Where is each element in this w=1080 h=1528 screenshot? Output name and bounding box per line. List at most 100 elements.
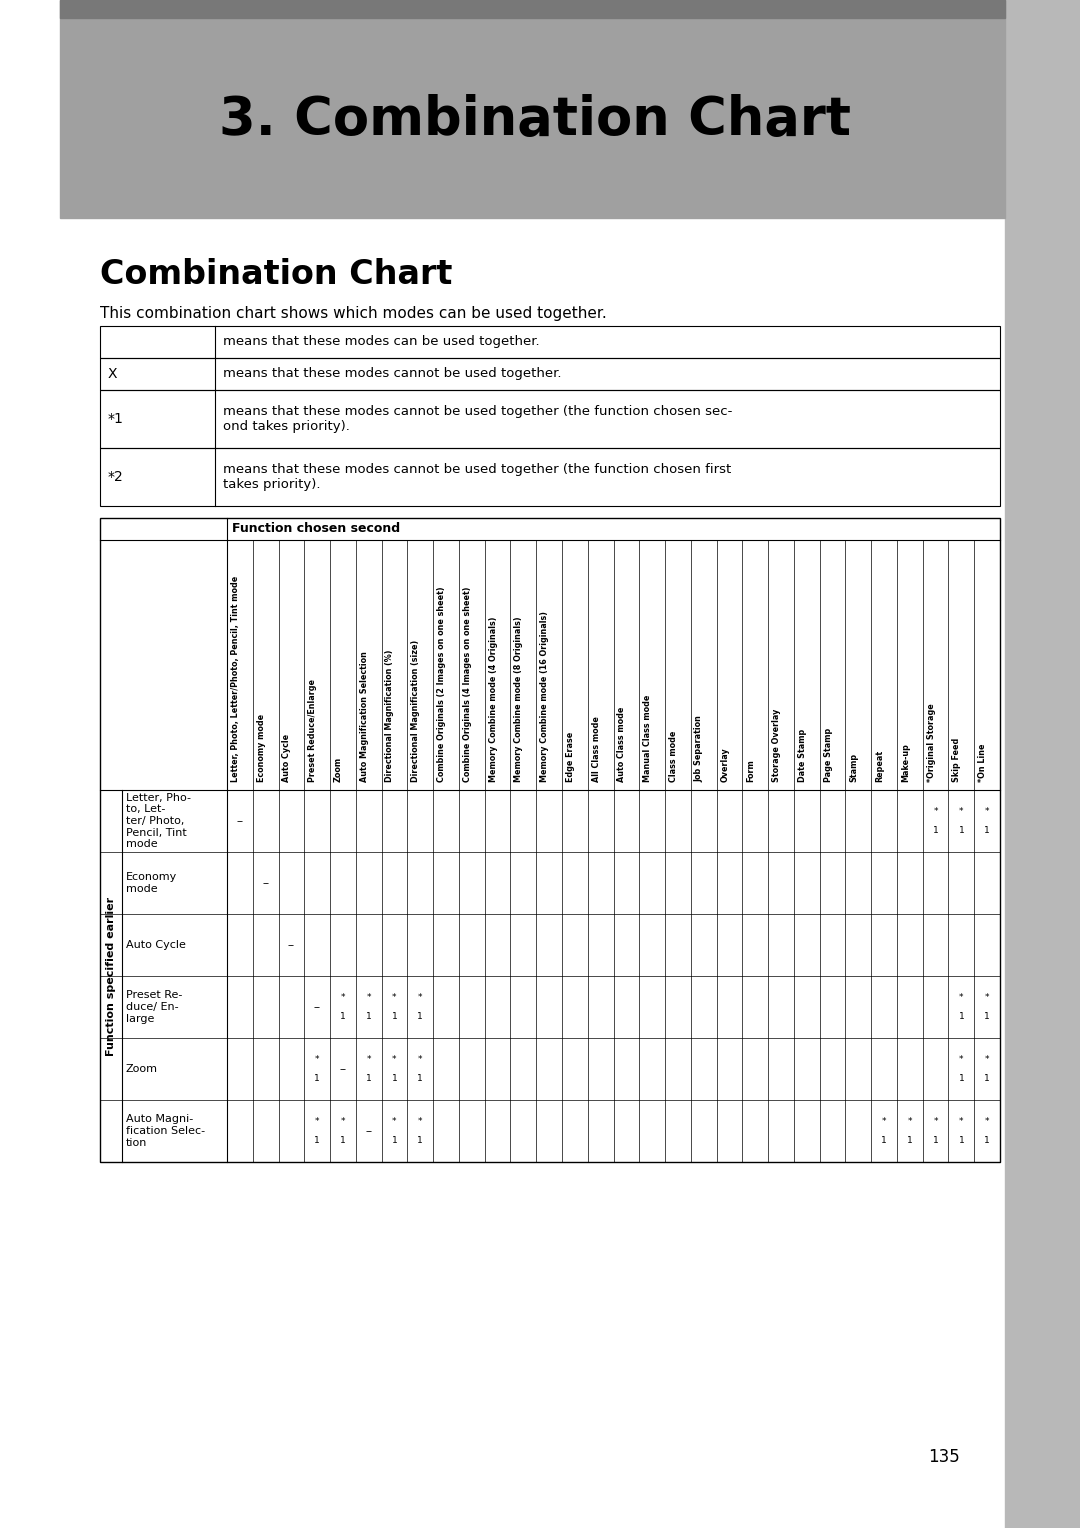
- Text: Preset Re-
duce/ En-
large: Preset Re- duce/ En- large: [126, 990, 183, 1024]
- Text: Letter, Photo, Letter/Photo, Pencil, Tint mode: Letter, Photo, Letter/Photo, Pencil, Tin…: [231, 576, 240, 782]
- Text: *: *: [959, 993, 963, 1002]
- Text: Combine Originals (4 Images on one sheet): Combine Originals (4 Images on one sheet…: [463, 587, 472, 782]
- Text: Combine Originals (2 Images on one sheet): Combine Originals (2 Images on one sheet…: [437, 587, 446, 782]
- Text: Repeat: Repeat: [875, 750, 885, 782]
- Text: --: --: [313, 1002, 321, 1012]
- Bar: [100, 358, 1000, 390]
- Text: *: *: [933, 807, 937, 816]
- Text: *: *: [959, 807, 963, 816]
- Text: *: *: [418, 993, 422, 1002]
- Text: *: *: [366, 993, 370, 1002]
- Text: *: *: [985, 1117, 989, 1126]
- Text: Page Stamp: Page Stamp: [824, 727, 833, 782]
- Text: Auto Magni-
fication Selec-
tion: Auto Magni- fication Selec- tion: [126, 1114, 205, 1148]
- Text: Skip Feed: Skip Feed: [953, 738, 961, 782]
- Text: Economy mode: Economy mode: [257, 714, 266, 782]
- Text: Memory Combine mode (8 Originals): Memory Combine mode (8 Originals): [514, 616, 524, 782]
- Text: 1: 1: [417, 1135, 423, 1144]
- Text: 1: 1: [417, 1074, 423, 1083]
- Text: *: *: [418, 1054, 422, 1063]
- Text: 1: 1: [958, 827, 964, 834]
- Text: *: *: [315, 1117, 320, 1126]
- Text: *: *: [315, 1054, 320, 1063]
- Text: Letter, Pho-
to, Let-
ter/ Photo,
Pencil, Tint
mode: Letter, Pho- to, Let- ter/ Photo, Pencil…: [126, 793, 191, 850]
- Text: means that these modes cannot be used together (the function chosen first
takes : means that these modes cannot be used to…: [222, 463, 731, 490]
- Text: 1: 1: [392, 1135, 397, 1144]
- Text: 1: 1: [933, 827, 939, 834]
- Text: Directional Magnification (%): Directional Magnification (%): [386, 649, 394, 782]
- Text: 1: 1: [314, 1074, 320, 1083]
- Text: *On Line: *On Line: [978, 744, 987, 782]
- Text: *: *: [392, 1117, 396, 1126]
- Text: Memory Combine mode (16 Originals): Memory Combine mode (16 Originals): [540, 611, 549, 782]
- Text: --: --: [237, 816, 243, 827]
- Text: Form: Form: [746, 759, 755, 782]
- Text: *: *: [907, 1117, 913, 1126]
- Text: This combination chart shows which modes can be used together.: This combination chart shows which modes…: [100, 306, 607, 321]
- Text: *: *: [985, 993, 989, 1002]
- Text: Auto Magnification Selection: Auto Magnification Selection: [360, 651, 368, 782]
- Text: --: --: [288, 940, 295, 950]
- Text: Auto Cycle: Auto Cycle: [282, 733, 292, 782]
- Text: 1: 1: [984, 1135, 990, 1144]
- Bar: [100, 325, 1000, 358]
- Text: Overlay: Overlay: [720, 747, 729, 782]
- Text: Storage Overlay: Storage Overlay: [772, 709, 781, 782]
- Text: *Original Storage: *Original Storage: [927, 703, 935, 782]
- Text: Zoom: Zoom: [334, 756, 343, 782]
- Text: --: --: [339, 1063, 347, 1074]
- Bar: [100, 390, 1000, 448]
- Text: *: *: [366, 1054, 370, 1063]
- Text: 1: 1: [366, 1074, 372, 1083]
- Text: 1: 1: [958, 1074, 964, 1083]
- Text: 1: 1: [314, 1135, 320, 1144]
- Text: Function chosen second: Function chosen second: [232, 523, 400, 535]
- Text: 1: 1: [984, 827, 990, 834]
- Text: --: --: [365, 1126, 373, 1135]
- Text: Auto Class mode: Auto Class mode: [618, 706, 626, 782]
- Text: Preset Reduce/Enlarge: Preset Reduce/Enlarge: [308, 678, 318, 782]
- Bar: [100, 518, 1000, 1161]
- Bar: [60, 0, 1005, 18]
- Text: Stamp: Stamp: [849, 753, 859, 782]
- Text: 1: 1: [958, 1012, 964, 1021]
- Text: means that these modes cannot be used together (the function chosen sec-
ond tak: means that these modes cannot be used to…: [222, 405, 732, 432]
- Text: 1: 1: [340, 1012, 346, 1021]
- Text: Make-up: Make-up: [901, 743, 909, 782]
- Text: 135: 135: [928, 1449, 960, 1465]
- Text: Zoom: Zoom: [126, 1063, 158, 1074]
- Text: *: *: [959, 1117, 963, 1126]
- Text: X: X: [108, 367, 118, 380]
- Text: Manual Class mode: Manual Class mode: [644, 695, 652, 782]
- Text: 1: 1: [417, 1012, 423, 1021]
- Text: Edge Erase: Edge Erase: [566, 732, 575, 782]
- Text: Memory Combine mode (4 Originals): Memory Combine mode (4 Originals): [488, 616, 498, 782]
- Text: 1: 1: [392, 1012, 397, 1021]
- Text: *: *: [392, 993, 396, 1002]
- Text: *: *: [340, 993, 346, 1002]
- Text: Auto Cycle: Auto Cycle: [126, 940, 186, 950]
- Text: *1: *1: [108, 413, 124, 426]
- Text: Economy
mode: Economy mode: [126, 872, 177, 894]
- Text: *: *: [392, 1054, 396, 1063]
- Text: Function specified earlier: Function specified earlier: [106, 897, 116, 1056]
- Text: 1: 1: [984, 1074, 990, 1083]
- Text: *2: *2: [108, 471, 124, 484]
- Bar: [100, 448, 1000, 506]
- Text: 1: 1: [958, 1135, 964, 1144]
- Text: --: --: [262, 879, 269, 888]
- Text: *: *: [418, 1117, 422, 1126]
- Text: means that these modes cannot be used together.: means that these modes cannot be used to…: [222, 368, 562, 380]
- Text: *: *: [985, 1054, 989, 1063]
- Text: Combination Chart: Combination Chart: [100, 258, 453, 290]
- Text: Directional Magnification (size): Directional Magnification (size): [411, 640, 420, 782]
- Bar: [60, 0, 1005, 219]
- Text: 1: 1: [907, 1135, 913, 1144]
- Text: 1: 1: [984, 1012, 990, 1021]
- Text: Job Separation: Job Separation: [694, 715, 704, 782]
- Text: Class mode: Class mode: [669, 730, 678, 782]
- Bar: [1005, 0, 1080, 1528]
- Text: Date Stamp: Date Stamp: [798, 729, 807, 782]
- Text: 1: 1: [366, 1012, 372, 1021]
- Text: *: *: [881, 1117, 887, 1126]
